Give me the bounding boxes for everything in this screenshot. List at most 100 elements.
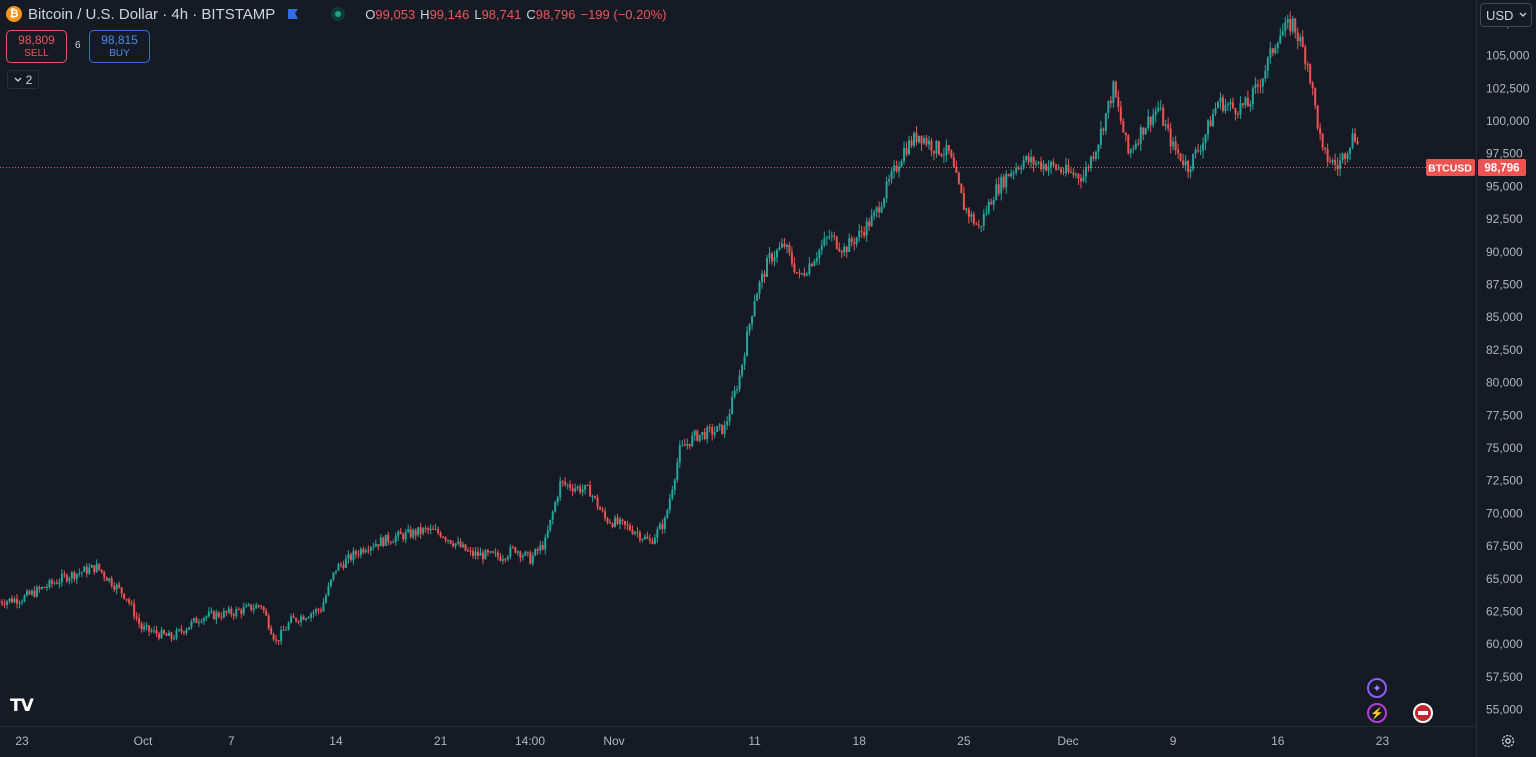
candle-body: [474, 551, 477, 556]
candle-body: [1092, 156, 1095, 159]
candle-body: [1032, 157, 1035, 165]
candle-body: [925, 138, 928, 145]
candle-body: [636, 532, 639, 534]
candle-body: [50, 580, 53, 584]
candle-body: [377, 544, 380, 547]
candle-body: [382, 537, 385, 546]
candle-body: [706, 427, 709, 440]
candle-body: [1256, 84, 1259, 86]
candle-body: [855, 237, 858, 245]
candle-body: [320, 610, 322, 612]
candle-body: [1177, 149, 1180, 154]
candle-body: [910, 140, 913, 146]
candle-body: [977, 224, 980, 226]
candle-body: [531, 555, 534, 564]
candle-body: [726, 421, 729, 426]
us-flag-event-icon[interactable]: [1413, 703, 1433, 723]
candle-body: [1199, 150, 1202, 152]
candle-body: [823, 238, 826, 246]
flag-icon[interactable]: [287, 8, 299, 20]
gear-icon[interactable]: [1500, 733, 1516, 749]
candle-body: [192, 618, 195, 622]
candle-body: [673, 479, 676, 491]
candle-body: [467, 550, 470, 552]
candle-body: [392, 542, 395, 544]
indicators-toggle-button[interactable]: 2: [7, 70, 39, 89]
candle-body: [285, 629, 288, 631]
candle-body: [1187, 161, 1190, 173]
candle-body: [172, 638, 175, 640]
time-tick-label: 18: [853, 734, 867, 748]
buy-button[interactable]: 98,815 BUY: [89, 30, 150, 63]
candle-body: [526, 551, 529, 553]
candle-body: [18, 602, 21, 604]
sell-button[interactable]: 98,809 SELL: [6, 30, 67, 63]
candle-body: [240, 609, 243, 614]
candle-body: [1271, 48, 1274, 53]
candle-body: [25, 591, 28, 596]
candle-body: [1286, 19, 1289, 23]
candle-body: [591, 496, 594, 498]
market-status-icon[interactable]: [331, 7, 346, 21]
candle-body: [469, 550, 472, 552]
candle-body: [671, 490, 674, 499]
candle-body: [736, 389, 739, 391]
candle-body: [1197, 149, 1200, 151]
candle-body: [312, 612, 315, 614]
candle-body: [1022, 160, 1025, 169]
candle-body: [1067, 164, 1070, 172]
candle-body: [1209, 120, 1212, 127]
candle-body: [232, 614, 235, 616]
candle-body: [1000, 176, 1003, 194]
candle-body: [743, 356, 746, 365]
candle-body: [300, 616, 303, 623]
candle-body: [775, 249, 778, 258]
candle-body: [8, 598, 11, 602]
candle-body: [1057, 168, 1060, 170]
candle-body: [197, 622, 200, 624]
candle-body: [908, 140, 911, 155]
currency-selector[interactable]: USD: [1480, 3, 1532, 27]
candle-body: [1084, 167, 1087, 177]
price-tick-label: 87,500: [1486, 278, 1523, 292]
candle-body: [544, 537, 547, 550]
candle-body: [1072, 172, 1075, 176]
candle-body: [833, 235, 836, 237]
sparkle-event-icon[interactable]: ✦: [1367, 678, 1387, 698]
bitcoin-icon: ₿: [6, 6, 22, 22]
candle-body: [290, 616, 293, 623]
candle-body: [163, 629, 166, 634]
candle-body: [1259, 85, 1262, 87]
candle-body: [242, 607, 245, 614]
candle-body: [399, 531, 402, 535]
candle-body: [1179, 153, 1182, 161]
candle-body: [424, 528, 427, 530]
candle-body: [950, 150, 953, 158]
candle-body: [783, 243, 786, 247]
symbol-title[interactable]: Bitcoin / U.S. Dollar · 4h · BITSTAMP: [28, 5, 276, 23]
price-tick-label: 92,500: [1486, 212, 1523, 226]
candle-body: [579, 486, 582, 493]
price-tick-label: 102,500: [1486, 81, 1530, 95]
candle-body: [813, 261, 816, 267]
candle-body: [865, 221, 868, 236]
candle-body: [805, 274, 808, 276]
lightning-event-icon[interactable]: ⚡: [1367, 703, 1387, 723]
candle-body: [1107, 100, 1110, 114]
candle-body: [1144, 128, 1147, 135]
candle-body: [1060, 168, 1063, 172]
candle-body: [768, 253, 771, 259]
candle-body: [322, 602, 325, 612]
candle-body: [1221, 97, 1224, 112]
candle-body: [38, 587, 41, 589]
candle-body: [471, 550, 474, 556]
candle-body: [155, 629, 158, 634]
candle-body: [315, 609, 318, 613]
tradingview-logo[interactable]: TV: [10, 696, 34, 716]
candle-body: [619, 519, 621, 524]
candle-body: [751, 315, 754, 325]
candle-body: [379, 537, 382, 547]
candle-body: [1040, 161, 1043, 170]
candle-body: [509, 547, 512, 557]
